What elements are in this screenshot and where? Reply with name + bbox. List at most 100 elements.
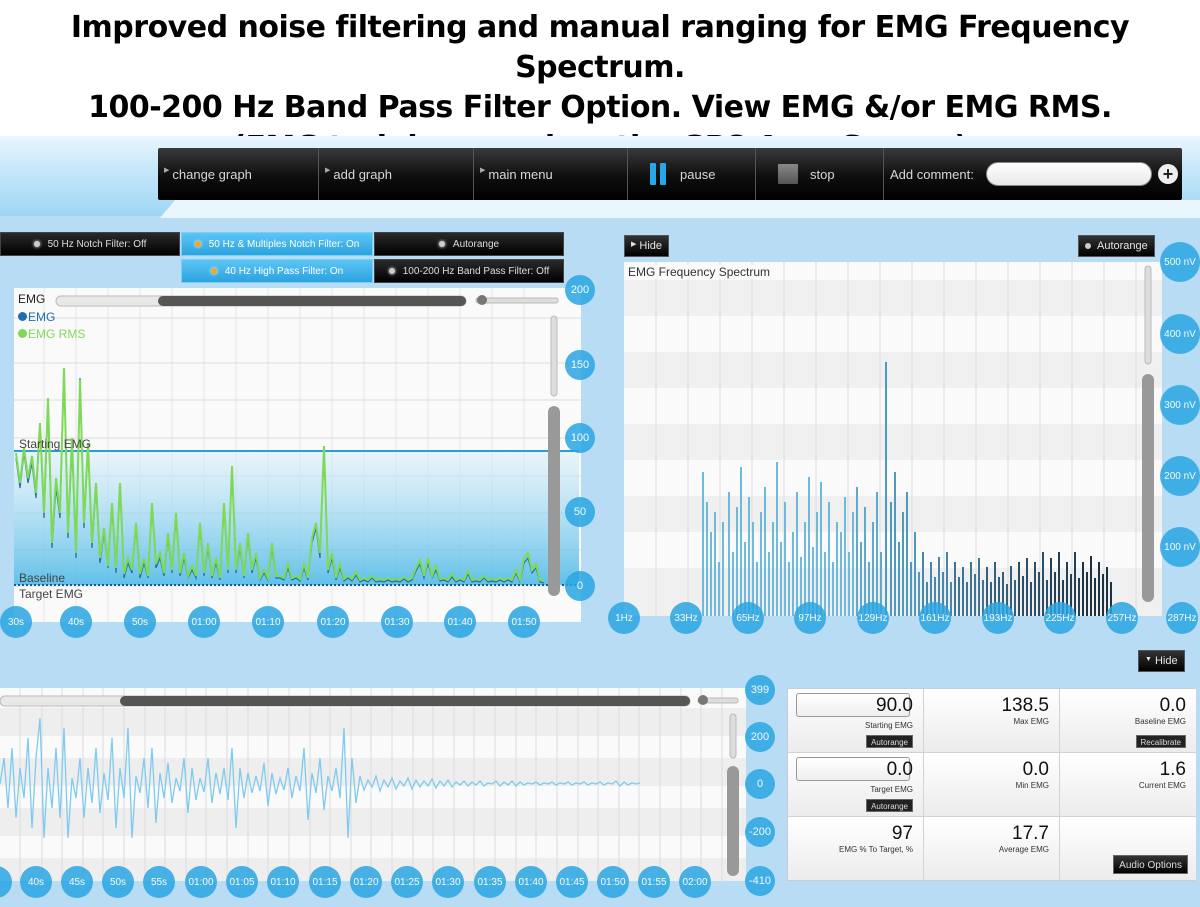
raw-vertical-scroll[interactable] [727,766,739,876]
indicator-light-icon [1085,243,1091,249]
spectrum-peak [885,362,887,616]
spectrum-xtick: 193Hz [982,602,1014,634]
stat-target-emg: 0.0 Target EMG Autorange [788,753,924,817]
min-emg-value: 0.0 [1022,759,1049,780]
emg-zoom-slider[interactable] [475,297,559,304]
notch-multiples-toggle[interactable]: 50 Hz & Multiples Notch Filter: On [181,232,373,256]
spectrum-vertical-scroll-top[interactable] [1144,265,1152,365]
spectrum-xtick: 287Hz [1166,602,1198,634]
emg-chart-panel: EMG EMG EMG RMS Starting EMG Baseline Ta… [14,288,581,622]
spectrum-bars [702,362,1112,616]
spectrum-chart-svg [624,262,1162,616]
raw-xtick: 55s [143,866,175,898]
bandpass-toggle[interactable]: 100-200 Hz Band Pass Filter: Off [374,259,564,283]
change-graph-button[interactable]: ▶ change graph [158,148,319,200]
stat-max-emg: 138.5 Max EMG [924,689,1060,753]
main-menu-button[interactable]: ▶ main menu [474,148,628,200]
raw-xtick: 01:25 [391,866,423,898]
spectrum-xtick: 161Hz [919,602,951,634]
spectrum-xtick: 257Hz [1106,602,1138,634]
add-graph-button[interactable]: ▶ add graph [319,148,474,200]
raw-vertical-scroll-top[interactable] [729,713,737,759]
target-emg-caption: Target EMG [870,785,913,794]
highpass-40hz-toggle[interactable]: 40 Hz High Pass Filter: On [181,259,373,283]
emg-vertical-scroll[interactable] [548,406,560,596]
app-window: ▶ change graph ▶ add graph ▶ main menu paus… [0,136,1200,907]
raw-xtick: 01:05 [226,866,258,898]
spectrum-ytick: 100 nV [1160,527,1200,567]
audio-options-button[interactable]: Audio Options [1113,855,1188,874]
emg-xtick: 01:20 [317,606,349,638]
average-emg-caption: Average EMG [998,845,1049,854]
spectrum-autorange-button[interactable]: Autorange [1078,235,1155,257]
spectrum-ytick: 400 nV [1160,314,1200,354]
emg-zoom-handle[interactable] [477,295,487,305]
raw-emg-chart-panel [0,688,746,881]
add-comment-plus-icon[interactable]: + [1158,164,1178,184]
indicator-light-icon [33,241,40,247]
spectrum-xtick: 1Hz [608,602,640,634]
stat-average-emg: 17.7 Average EMG [924,817,1060,880]
raw-ytick: -200 [745,817,775,847]
raw-xtick: 01:15 [309,866,341,898]
raw-emg-chart-svg [0,688,746,881]
play-arrow-icon: ▶ [325,167,331,174]
raw-xtick: 01:40 [515,866,547,898]
headline-line-1: Improved noise filtering and manual rang… [70,10,1130,85]
play-arrow-icon: ▶ [480,167,486,174]
stop-button[interactable]: stop [756,148,884,200]
legend-emg-rms[interactable]: EMG RMS [18,327,85,341]
spectrum-vertical-scroll[interactable] [1142,374,1154,602]
spectrum-xtick: 97Hz [794,602,826,634]
chevron-down-icon: ▼ [1145,655,1152,663]
raw-zoom-slider[interactable] [697,697,739,704]
emg-ytick-150: 150 [565,350,595,380]
spectrum-xtick: 129Hz [857,602,889,634]
target-emg-input[interactable] [796,757,910,781]
stats-panel: 90.0 Starting EMG Autorange 138.5 Max EM… [787,688,1196,881]
emg-xtick: 01:00 [188,606,220,638]
comment-input[interactable] [986,162,1152,186]
emg-xtick: 40s [60,606,92,638]
raw-xtick: 01:20 [350,866,382,898]
emg-vertical-scroll-top[interactable] [550,315,558,397]
raw-xtick: 01:30 [432,866,464,898]
starting-emg-caption: Starting EMG [864,721,913,730]
baseline-emg-caption: Baseline EMG [1134,717,1186,726]
max-emg-caption: Max EMG [1013,717,1049,726]
raw-scroll-thumb[interactable] [120,696,690,706]
indicator-light-icon [194,241,201,247]
stats-hide-button[interactable]: ▼ Hide [1138,650,1185,672]
emg-chart-title: EMG [18,292,46,306]
starting-emg-autorange-button[interactable]: Autorange [866,735,913,748]
raw-xtick: 01:35 [474,866,506,898]
current-emg-value: 1.6 [1159,759,1186,780]
starting-emg-input[interactable] [796,693,910,717]
raw-xtick: 50s [102,866,134,898]
emg-xtick: 01:40 [444,606,476,638]
legend-emg-icon [18,312,27,321]
recalibrate-button[interactable]: Recalibrate [1135,735,1186,748]
spectrum-hide-button[interactable]: ▶ Hide [624,235,670,257]
spectrum-xtick: 65Hz [732,602,764,634]
emg-ytick-0: 0 [565,571,595,601]
spectrum-xtick: 33Hz [670,602,702,634]
indicator-light-icon [210,268,217,274]
add-comment-area: Add comment: [884,148,1182,200]
legend-emg[interactable]: EMG [18,310,55,324]
emg-autorange-button[interactable]: Autorange [374,232,564,256]
pause-button[interactable]: pause [628,148,756,200]
target-emg-value: 0.0 [886,759,913,780]
emg-scroll-thumb[interactable] [158,296,466,306]
headline: Improved noise filtering and manual rang… [0,0,1200,165]
raw-zoom-handle[interactable] [698,695,708,705]
average-emg-value: 17.7 [1012,823,1049,844]
raw-xtick: 01:50 [597,866,629,898]
notch-50hz-toggle[interactable]: 50 Hz Notch Filter: Off [0,232,180,256]
raw-xtick: 40s [20,866,52,898]
spectrum-xtick: 225Hz [1044,602,1076,634]
target-emg-autorange-button[interactable]: Autorange [866,799,913,812]
emg-xtick: 01:50 [508,606,540,638]
emg-ytick-200: 200 [565,275,595,305]
emg-chart-svg [14,288,581,622]
